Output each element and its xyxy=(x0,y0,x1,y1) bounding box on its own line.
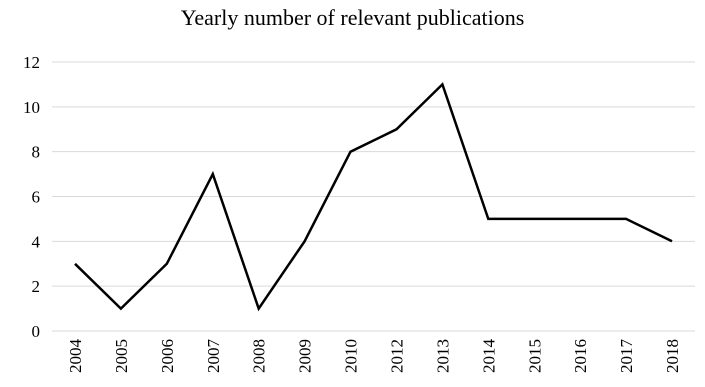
y-tick-label-0: 0 xyxy=(32,322,41,341)
y-tick-label-2: 2 xyxy=(32,277,41,296)
x-tick-label-2017: 2017 xyxy=(617,339,636,374)
y-tick-label-10: 10 xyxy=(23,98,40,117)
y-tick-label-8: 8 xyxy=(32,143,41,162)
x-tick-label-2014: 2014 xyxy=(479,338,498,373)
y-tick-label-6: 6 xyxy=(32,188,41,207)
x-tick-label-2009: 2009 xyxy=(296,339,315,373)
y-tick-label-12: 12 xyxy=(23,53,40,72)
x-tick-label-2012: 2012 xyxy=(387,339,406,373)
x-tick-label-2008: 2008 xyxy=(250,339,269,373)
series-line-0 xyxy=(74,82,673,312)
x-tick-label-2013: 2013 xyxy=(433,339,452,373)
x-tick-label-2010: 2010 xyxy=(342,339,361,373)
x-tick-label-2006: 2006 xyxy=(158,339,177,373)
x-tick-label-2018: 2018 xyxy=(663,339,682,373)
x-tick-label-2016: 2016 xyxy=(571,339,590,373)
x-tick-label-2007: 2007 xyxy=(204,339,223,374)
chart-title: Yearly number of relevant publications xyxy=(180,5,525,30)
x-tick-label-2005: 2005 xyxy=(112,339,131,373)
x-tick-label-2004: 2004 xyxy=(66,339,85,374)
x-tick-label-2015: 2015 xyxy=(525,339,544,373)
y-tick-label-4: 4 xyxy=(32,232,41,251)
